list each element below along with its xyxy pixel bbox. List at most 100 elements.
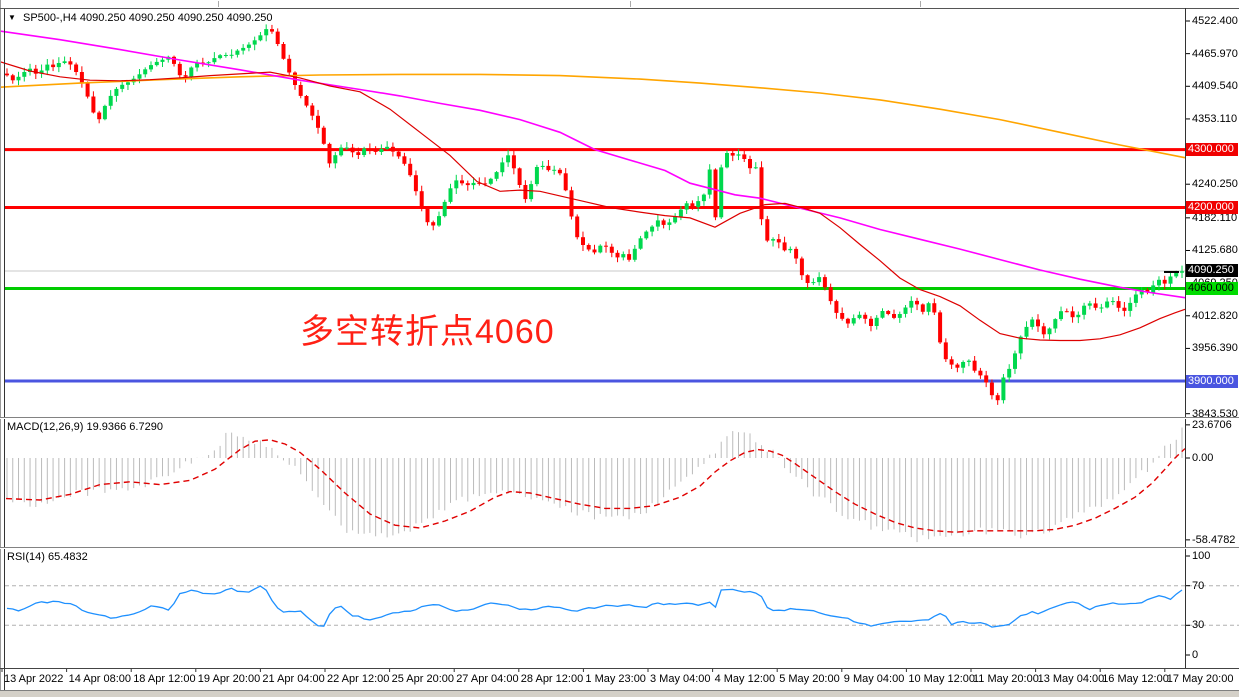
- candle-body: [557, 169, 562, 174]
- candle-body: [563, 173, 568, 191]
- candle-body: [465, 183, 470, 186]
- candle-body: [799, 258, 804, 276]
- time-label: 9 May 04:00: [843, 673, 905, 685]
- ma-orange-line: [0, 73, 1186, 159]
- candle-body: [621, 254, 626, 258]
- candle-body: [327, 143, 332, 164]
- candle-body: [638, 238, 643, 249]
- candle-body: [367, 148, 372, 151]
- price-tag-4090.250: 4090.250: [1186, 264, 1238, 278]
- candle-body: [56, 63, 61, 68]
- candle-body: [10, 75, 15, 81]
- candle-body: [154, 61, 159, 66]
- price-tick-label: 4465.970: [1192, 47, 1238, 60]
- text-annotation[interactable]: 多空转折点4060: [300, 313, 555, 351]
- candle-body: [817, 277, 822, 283]
- level-line-4200[interactable]: [5, 206, 1185, 209]
- candle-body: [62, 61, 67, 63]
- candle-body: [488, 178, 493, 184]
- candle-body: [1133, 294, 1138, 303]
- candle-body: [454, 180, 459, 189]
- macd-pane[interactable]: [6, 427, 1183, 543]
- main-macd-divider[interactable]: [0, 417, 1239, 418]
- symbol-dropdown-icon[interactable]: ▼: [8, 13, 16, 22]
- candle-body: [920, 304, 925, 312]
- candle-body: [759, 167, 764, 220]
- candle-body: [863, 314, 868, 319]
- candle-body: [1110, 301, 1115, 303]
- candle-body: [344, 147, 349, 149]
- candle-body: [892, 314, 896, 318]
- price-tick-label: 3956.390: [1192, 342, 1238, 355]
- candle-body: [316, 115, 320, 128]
- candle-body: [701, 194, 706, 202]
- rsi-pane[interactable]: [5, 585, 1239, 628]
- window-bottom-edge: [0, 690, 1239, 697]
- candle-body: [177, 63, 182, 76]
- time-label: 13 Apr 2022: [4, 673, 64, 685]
- candle-body: [408, 163, 413, 176]
- window-left-border-outer: [0, 0, 1, 696]
- candle-body: [39, 70, 44, 74]
- candle-body: [385, 146, 390, 149]
- candle-body: [1162, 279, 1167, 284]
- candle-body: [1122, 307, 1127, 311]
- candle-body: [1064, 311, 1069, 313]
- candle-body: [932, 303, 937, 313]
- candle-body: [880, 311, 885, 318]
- level-line-4060[interactable]: [5, 287, 1185, 290]
- macd-rsi-divider[interactable]: [0, 547, 1239, 548]
- candle-body: [713, 169, 718, 218]
- candle-body: [442, 201, 447, 217]
- candle-body: [483, 183, 488, 185]
- candle-body: [45, 64, 50, 71]
- candle-body: [373, 150, 378, 152]
- candle-body: [592, 249, 597, 253]
- candle-body: [794, 248, 799, 259]
- candle-body: [235, 50, 240, 55]
- candle-body: [678, 209, 683, 217]
- price-tick-label: 4240.250: [1192, 178, 1238, 191]
- candle-body: [903, 307, 908, 314]
- price-pane[interactable]: [5, 24, 1185, 405]
- time-label: 13 May 04:00: [1037, 673, 1105, 685]
- candle-body: [811, 282, 816, 284]
- candle-body: [1105, 301, 1110, 308]
- candle-body: [534, 167, 539, 185]
- candle-body: [396, 151, 401, 157]
- chart-title: ▼ SP500-,H4 4090.250 4090.250 4090.250 4…: [8, 11, 273, 25]
- candle-body: [972, 360, 977, 371]
- candle-body: [632, 248, 637, 260]
- candle-body: [246, 44, 251, 48]
- rsi-line: [6, 585, 1183, 628]
- candle-body: [517, 168, 522, 185]
- candle-body: [730, 153, 735, 156]
- candle-body: [477, 182, 482, 184]
- candle-body: [725, 153, 729, 168]
- candle-body: [91, 96, 96, 113]
- candle-body: [926, 303, 931, 312]
- candle-body: [1093, 303, 1098, 308]
- price-tick-label: 4125.680: [1192, 244, 1238, 257]
- candle-body: [529, 184, 534, 200]
- toolbar-separator: [218, 1, 219, 7]
- candle-body: [834, 301, 839, 313]
- time-label: 22 Apr 12:00: [327, 673, 390, 685]
- ma-magenta-line: [0, 30, 1186, 299]
- candle-body: [748, 159, 752, 169]
- candle-body: [333, 155, 338, 164]
- candle-body: [1036, 319, 1040, 327]
- candle-body: [206, 62, 211, 64]
- candle-body: [1001, 377, 1006, 401]
- candle-body: [160, 59, 165, 62]
- candle-body: [143, 69, 148, 75]
- candle-body: [742, 154, 747, 159]
- rsi-indicator-label: RSI(14) 65.4832: [7, 551, 88, 563]
- time-label: 1 May 23:00: [585, 673, 646, 685]
- macd-tick-label: 0.00: [1192, 452, 1214, 464]
- level-line-3900[interactable]: [5, 379, 1185, 383]
- candle-body: [1024, 326, 1029, 337]
- candle-body: [552, 169, 557, 171]
- candle-body: [310, 105, 315, 116]
